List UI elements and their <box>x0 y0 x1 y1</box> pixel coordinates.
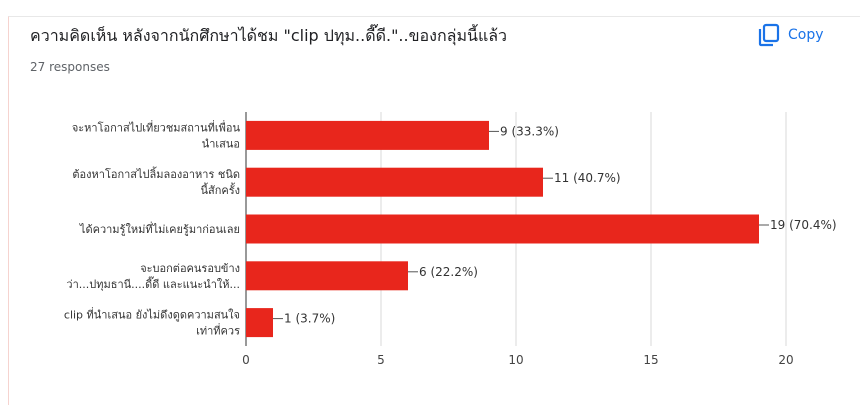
bar <box>246 167 543 197</box>
data-label: 11 (40.7%) <box>554 171 621 185</box>
question-title: ความคิดเห็น หลังจากนักศึกษาได้ชม "clip ป… <box>30 26 508 45</box>
response-count: 27 responses <box>30 60 110 74</box>
x-tick-label: 10 <box>508 353 523 367</box>
bar <box>246 120 489 150</box>
copy-button[interactable]: Copy <box>758 20 824 50</box>
data-label: 9 (33.3%) <box>500 124 559 138</box>
category-label: clip ที่นำเสนอ ยังไม่ดึงดูดความสนใจ <box>64 307 240 322</box>
bar <box>246 261 408 291</box>
category-label: นี้สักครั้ง <box>200 182 240 197</box>
copy-icon <box>758 23 780 47</box>
category-label: ต้องหาโอกาสไปลิ้มลองอาหาร ชนิด <box>72 166 240 181</box>
data-label: 19 (70.4%) <box>770 218 837 232</box>
category-label: ว่า...ปทุมธานี....ดี๊ดี และแนะนำให้... <box>66 276 240 291</box>
data-label: 1 (3.7%) <box>284 312 335 326</box>
category-label: เท่าที่ควร <box>196 323 240 338</box>
category-label: ได้ความรู้ใหม่ที่ไม่เคยรู้มาก่อนเลย <box>79 221 240 236</box>
category-label: จะบอกต่อคนรอบข้าง <box>140 262 240 275</box>
bar <box>246 214 759 244</box>
x-tick-label: 0 <box>242 353 250 367</box>
x-tick-label: 5 <box>377 353 385 367</box>
bar <box>246 308 273 338</box>
chart-card <box>8 16 860 405</box>
data-label: 6 (22.2%) <box>419 265 478 279</box>
category-label: จะหาโอกาสไปเที่ยวชมสถานที่เพื่อน <box>72 119 241 134</box>
x-tick-label: 15 <box>643 353 658 367</box>
category-label: นำเสนอ <box>202 137 240 150</box>
copy-label: Copy <box>788 27 824 43</box>
x-tick-label: 20 <box>778 353 793 367</box>
